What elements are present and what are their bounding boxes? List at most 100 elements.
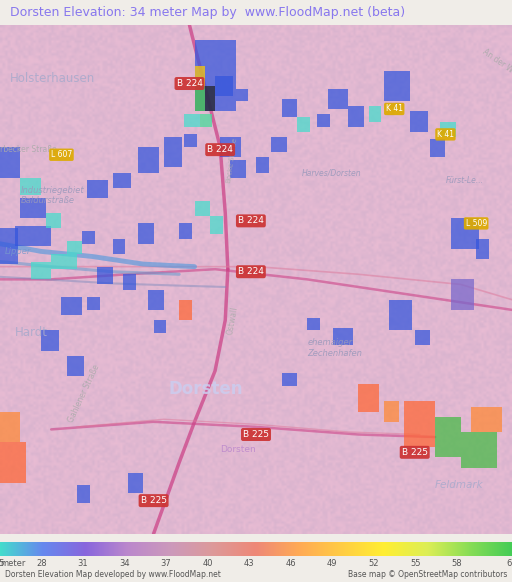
Bar	[282, 99, 297, 116]
Bar	[451, 218, 479, 249]
Text: Harves/Dorsten: Harves/Dorsten	[302, 168, 361, 177]
Text: Feldmark: Feldmark	[435, 480, 484, 491]
Text: Fürst-Le...: Fürst-Le...	[445, 176, 483, 184]
Bar	[205, 86, 215, 112]
Text: Lipper: Lipper	[5, 247, 32, 256]
Text: B 224: B 224	[238, 267, 264, 276]
Bar	[184, 114, 200, 127]
Text: 37: 37	[161, 559, 172, 568]
Bar	[256, 157, 269, 172]
Bar	[410, 112, 428, 132]
Text: rbecker Straße: rbecker Straße	[0, 145, 57, 154]
Bar	[440, 122, 456, 137]
Text: 43: 43	[244, 559, 254, 568]
Bar	[51, 254, 77, 269]
Bar	[348, 107, 364, 127]
Text: 31: 31	[78, 559, 89, 568]
Bar	[113, 172, 131, 188]
Bar	[471, 406, 502, 432]
Text: Bocke’Straße: Bocke’Straße	[225, 137, 238, 183]
Text: 34: 34	[119, 559, 130, 568]
Bar	[113, 239, 125, 254]
Bar	[461, 432, 497, 467]
Bar	[210, 216, 223, 233]
Text: 40: 40	[202, 559, 213, 568]
Bar	[15, 226, 51, 246]
Bar	[164, 137, 182, 168]
Bar	[384, 402, 399, 422]
Bar	[333, 328, 353, 346]
Text: B 224: B 224	[238, 217, 264, 225]
Bar	[148, 289, 164, 310]
Bar	[195, 40, 236, 112]
Bar	[307, 318, 320, 330]
Bar	[297, 116, 310, 132]
Bar	[236, 88, 248, 101]
Bar	[67, 241, 82, 254]
Bar	[358, 384, 379, 411]
Bar	[200, 114, 212, 127]
Bar	[328, 88, 348, 109]
Text: 62: 62	[507, 559, 512, 568]
Bar	[0, 411, 20, 442]
Bar	[476, 239, 489, 259]
Bar	[384, 71, 410, 101]
Bar	[215, 76, 233, 96]
Bar	[138, 147, 159, 172]
Bar	[184, 134, 197, 147]
Text: L 509: L 509	[465, 219, 487, 228]
Bar	[61, 297, 82, 315]
Text: ehemaiger
Zechenhafen: ehemaiger Zechenhafen	[307, 338, 362, 358]
Text: B 225: B 225	[402, 448, 428, 457]
Bar	[31, 261, 51, 279]
Text: Hardt: Hardt	[15, 327, 48, 339]
Text: K 41: K 41	[437, 130, 454, 139]
Bar	[82, 231, 95, 244]
Text: Dorsten: Dorsten	[169, 379, 244, 398]
Bar	[317, 114, 330, 127]
Text: B 224: B 224	[177, 79, 202, 88]
Bar	[87, 180, 108, 198]
Text: An der W: An der W	[481, 47, 512, 74]
Text: 28: 28	[36, 559, 47, 568]
Text: 49: 49	[327, 559, 337, 568]
Bar	[41, 330, 59, 350]
Bar	[230, 160, 246, 178]
Bar	[430, 140, 445, 157]
Bar	[271, 137, 287, 152]
Bar	[128, 473, 143, 493]
Bar	[220, 137, 241, 157]
Bar	[154, 320, 166, 333]
Bar	[195, 66, 205, 86]
Text: B 224: B 224	[207, 145, 233, 154]
Bar	[195, 201, 210, 216]
Bar	[0, 147, 20, 178]
Bar	[179, 300, 192, 320]
Bar	[20, 198, 46, 218]
Text: B 225: B 225	[243, 430, 269, 439]
Bar	[282, 374, 297, 386]
Text: Dorsten Elevation Map developed by www.FloodMap.net: Dorsten Elevation Map developed by www.F…	[5, 570, 221, 579]
Bar	[369, 107, 381, 122]
Bar	[46, 213, 61, 229]
Bar	[20, 178, 41, 196]
Bar	[195, 86, 205, 112]
Bar	[138, 223, 154, 244]
Bar	[0, 442, 26, 483]
Bar	[179, 223, 192, 239]
Bar	[77, 485, 90, 503]
Text: meter: meter	[0, 559, 26, 568]
Bar	[87, 297, 100, 310]
Text: Dorsten Elevation: 34 meter Map by  www.FloodMap.net (beta): Dorsten Elevation: 34 meter Map by www.F…	[10, 6, 406, 19]
Bar	[435, 417, 461, 457]
Text: Base map © OpenStreetMap contributors: Base map © OpenStreetMap contributors	[348, 570, 507, 579]
Text: Holsterhausen: Holsterhausen	[10, 72, 96, 85]
Text: Dorsten: Dorsten	[220, 445, 256, 455]
Bar	[97, 267, 113, 285]
Bar	[123, 274, 136, 289]
Text: L 607: L 607	[51, 150, 72, 159]
Text: 52: 52	[368, 559, 379, 568]
Bar	[67, 356, 84, 376]
Text: K 41: K 41	[386, 104, 403, 113]
Text: B 225: B 225	[141, 496, 166, 505]
